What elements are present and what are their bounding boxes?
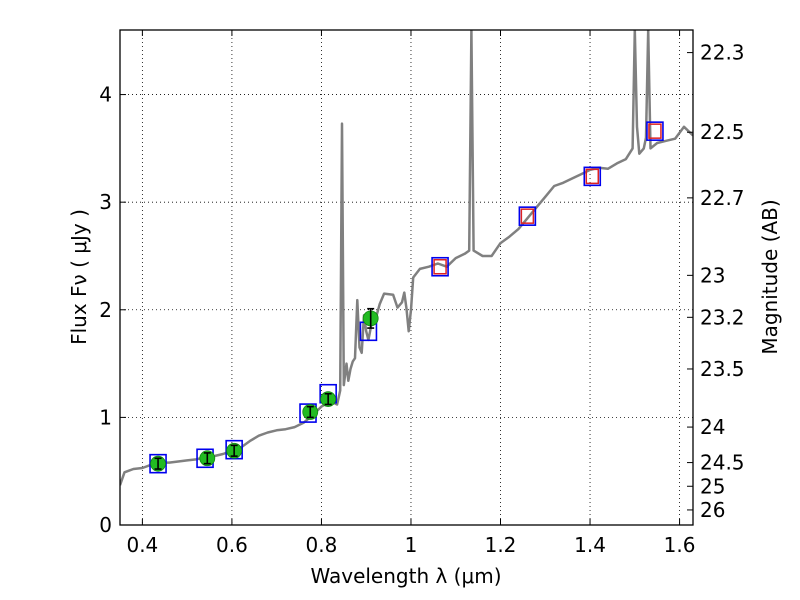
x-tick-label: 0.4 [126, 533, 158, 557]
x-tick-label: 0.8 [306, 533, 338, 557]
y2-tick-label: 25 [700, 474, 725, 498]
blue-model-point [225, 439, 243, 460]
blue-model-point [431, 256, 449, 277]
y2-tick-label: 24.5 [700, 451, 745, 475]
spectrum-line [120, 30, 693, 486]
series-group [120, 30, 693, 486]
y2-tick-label: 23 [700, 263, 725, 287]
plot-frame [119, 29, 694, 526]
blue-model-point [646, 121, 664, 141]
blue-model-point [583, 166, 602, 187]
red-model-point [433, 258, 447, 275]
y2-tick-label: 22.5 [700, 120, 745, 144]
x-tick-label: 1.4 [574, 533, 606, 557]
tick-labels: 0.4 0.6 0.8 1 1.2 1.4 1.60123422.322.522.72323… [99, 41, 744, 557]
y2-tick-label: 22.7 [700, 186, 745, 210]
y-tick-label: 3 [99, 190, 112, 214]
x-tick-label: 1.6 [664, 533, 696, 557]
y-tick-label: 0 [99, 513, 112, 537]
grid-lines [120, 30, 693, 526]
blue-model-point [149, 453, 167, 474]
y-tick-label: 4 [99, 83, 112, 107]
red-model-point [648, 123, 662, 139]
blue-model-point [518, 206, 537, 226]
y-tick-label: 1 [99, 405, 112, 429]
red-model-point [520, 208, 535, 224]
y2-tick-label: 24 [700, 415, 725, 439]
x-tick-label: 1.2 [485, 533, 517, 557]
y2-tick-label: 23.2 [700, 305, 745, 329]
plot-area [120, 30, 693, 486]
y2-tick-label: 22.3 [700, 41, 745, 65]
x-axis-label: Wavelength λ (μm) [310, 564, 501, 588]
y2-axis-label: Magnitude (AB) [758, 199, 782, 354]
y-axis-label: Flux Fν ( μJy ) [67, 209, 91, 345]
y2-tick-label: 23.5 [700, 357, 745, 381]
y-tick-label: 2 [99, 298, 112, 322]
y2-tick-label: 26 [700, 498, 725, 522]
red-model-point [585, 168, 600, 185]
tick-marks [120, 30, 693, 526]
x-tick-label: 1 [405, 533, 418, 557]
x-tick-label: 0.6 [216, 533, 248, 557]
